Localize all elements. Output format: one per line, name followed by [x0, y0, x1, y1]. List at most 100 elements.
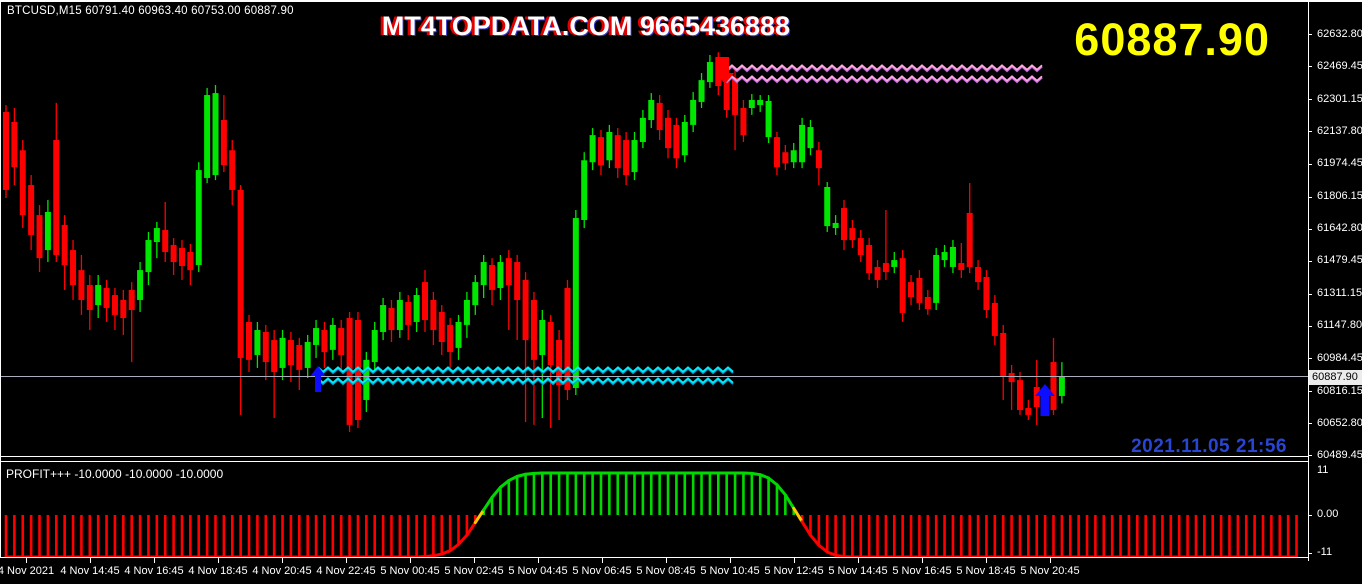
- time-axis-label: 5 Nov 06:45: [572, 565, 632, 577]
- candle: [296, 337, 303, 390]
- price-axis-label: 60652.80: [1317, 416, 1362, 429]
- time-axis[interactable]: 4 Nov 2021 4 Nov 14:45 4 Nov 16:45 4 Nov 18…: [0, 558, 1362, 584]
- candle: [145, 231, 152, 286]
- candle: [958, 242, 965, 278]
- timestamp-readout: 2021.11.05 21:56: [1131, 436, 1287, 457]
- price-axis-label: 61479.45: [1317, 254, 1362, 267]
- axis-tick: [1308, 131, 1312, 133]
- support-zigzag-line: [317, 367, 734, 375]
- axis-tick: [1308, 391, 1312, 393]
- candle: [111, 287, 118, 331]
- candle: [514, 254, 521, 341]
- indicator-curve-segment: [482, 495, 494, 512]
- indicator-curve-segment: [767, 476, 779, 487]
- time-axis-label: 5 Nov 14:45: [828, 565, 888, 577]
- axis-tick: [282, 558, 283, 563]
- candle: [128, 282, 135, 363]
- candle: [162, 201, 169, 263]
- indicator-scale-min: -11: [1317, 546, 1333, 558]
- candle: [522, 272, 529, 422]
- axis-tick: [1308, 260, 1312, 262]
- candle: [614, 128, 621, 178]
- candle: [589, 128, 596, 171]
- candle: [279, 330, 286, 381]
- support-zigzag-line: [317, 377, 734, 384]
- axis-tick: [1308, 66, 1312, 68]
- time-axis-label: 4 Nov 22:45: [316, 565, 376, 577]
- price-axis-label: 62301.15: [1317, 92, 1362, 105]
- window-splitter[interactable]: [0, 456, 1308, 457]
- candle: [229, 140, 236, 206]
- subwindow-top-border: [0, 461, 1308, 462]
- candle: [472, 275, 479, 315]
- candle: [773, 131, 780, 176]
- price-axis-label: 62632.80: [1317, 27, 1362, 40]
- time-axis-label: 5 Nov 18:45: [956, 565, 1016, 577]
- candle: [539, 309, 546, 419]
- time-axis-label: 5 Nov 02:45: [444, 565, 504, 577]
- candle: [438, 305, 445, 355]
- symbol-ohlc-readout: BTCUSD,M15 60791.40 60963.40 60753.00 60…: [7, 5, 294, 17]
- candle: [857, 230, 864, 263]
- candle: [882, 209, 889, 280]
- axis-tick: [1308, 325, 1312, 327]
- profit-indicator-panel[interactable]: [0, 462, 1308, 557]
- indicator-curve-segment: [490, 485, 502, 499]
- candle: [137, 262, 144, 312]
- axis-tick: [922, 558, 923, 563]
- indicator-scale-zero: 0.00: [1317, 508, 1339, 520]
- candle: [187, 243, 194, 286]
- indicator-curve-segment: [507, 474, 519, 483]
- axis-tick: [602, 558, 603, 563]
- time-axis-label: 4 Nov 14:45: [60, 565, 120, 577]
- candle: [329, 318, 336, 360]
- candle: [413, 287, 420, 332]
- candle: [639, 109, 646, 149]
- indicator-curve-segment: [808, 533, 821, 547]
- candle: [447, 318, 454, 368]
- axis-tick: [154, 558, 155, 563]
- time-axis-label: 5 Nov 16:45: [892, 565, 952, 577]
- candle: [933, 247, 940, 310]
- candle: [61, 215, 68, 290]
- time-axis-label: 4 Nov 20:45: [252, 565, 312, 577]
- candle: [530, 291, 537, 425]
- candle: [204, 87, 211, 184]
- candle: [597, 130, 604, 176]
- axis-tick: [794, 558, 795, 563]
- axis-tick: [1308, 196, 1312, 198]
- candle: [346, 311, 353, 432]
- indicator-curve-segment: [465, 521, 477, 537]
- price-axis-label: 60489.45: [1317, 448, 1362, 461]
- candle: [463, 291, 470, 338]
- indicator-curve-segment: [758, 473, 771, 480]
- candle: [380, 298, 387, 341]
- axis-tick: [1308, 455, 1312, 457]
- candle: [572, 209, 579, 396]
- candle: [665, 109, 672, 159]
- candle: [631, 131, 638, 181]
- candle: [262, 324, 269, 381]
- candle: [455, 314, 462, 360]
- candle: [891, 252, 898, 274]
- border-top: [0, 0, 1362, 2]
- axis-tick: [730, 558, 731, 563]
- candle: [908, 275, 915, 306]
- candle: [388, 299, 395, 343]
- subwindow-bottom-border: [0, 557, 1308, 558]
- candle: [648, 93, 655, 129]
- indicator-curve-segment: [775, 483, 787, 497]
- candle: [338, 320, 345, 370]
- indicator-curve-segment: [792, 506, 804, 524]
- candlestick-chart[interactable]: [0, 0, 1308, 456]
- candle: [178, 240, 185, 280]
- indicator-curve-segment: [448, 542, 461, 553]
- price-axis[interactable]: 11 0.00 -11 62632.80 62469.45 62301.15 6213…: [1308, 0, 1362, 584]
- candle: [866, 238, 873, 280]
- candle: [95, 275, 102, 319]
- buy-arrow-icon: [310, 366, 326, 392]
- price-axis-label: 60816.15: [1317, 384, 1362, 397]
- time-axis-label: 5 Nov 10:45: [700, 565, 760, 577]
- candle: [430, 291, 437, 345]
